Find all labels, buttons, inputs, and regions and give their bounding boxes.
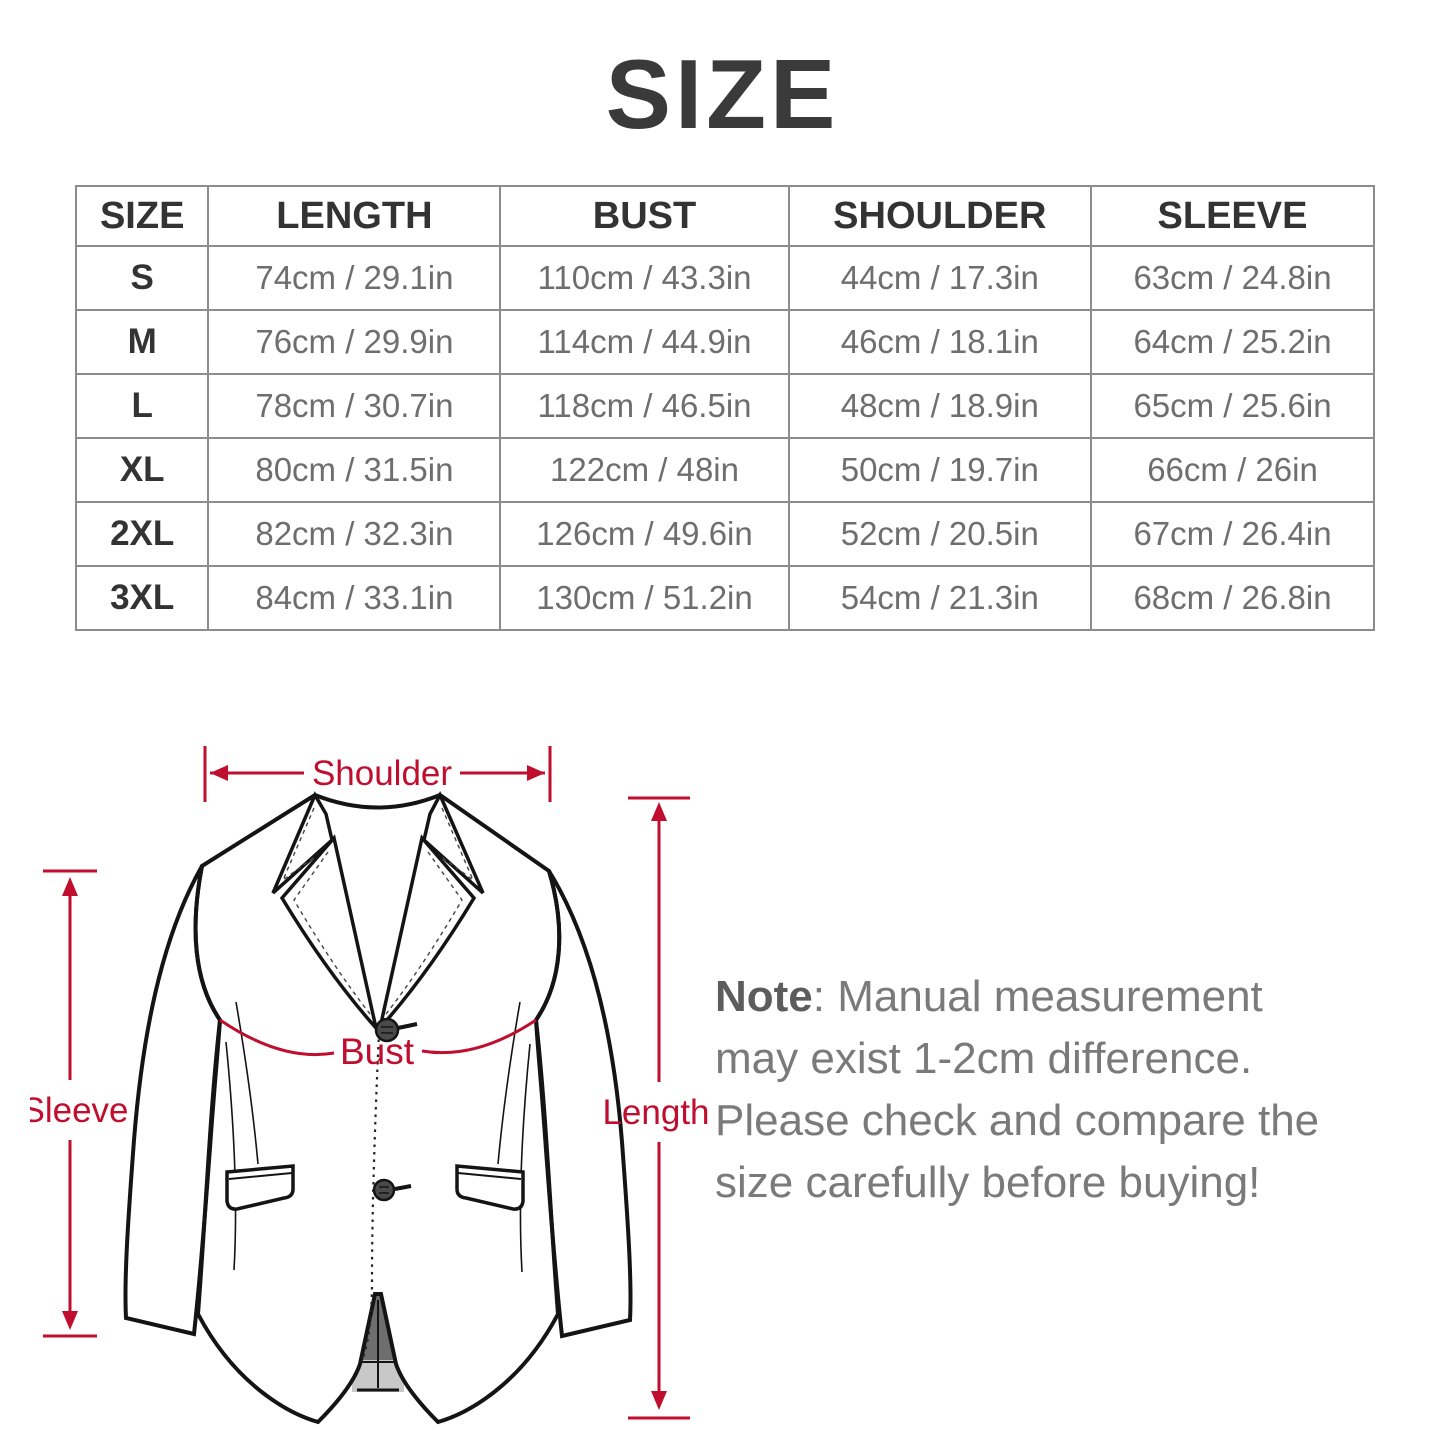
cell-sleeve: 63cm / 24.8in [1090, 245, 1375, 311]
cell-bust: 118cm / 46.5in [499, 373, 790, 439]
cell-length: 76cm / 29.9in [207, 309, 502, 375]
col-header-sleeve: SLEEVE [1090, 185, 1375, 247]
lapels [279, 834, 477, 1035]
shoulder-label: Shoulder [312, 754, 452, 793]
top-button [374, 1017, 418, 1043]
left-sleeve [123, 865, 223, 1337]
col-header-bust: BUST [499, 185, 790, 247]
left-lapel [279, 834, 380, 1035]
cell-length: 84cm / 33.1in [207, 565, 502, 631]
cell-length: 74cm / 29.1in [207, 245, 502, 311]
sleeve-crease-lines [225, 1041, 531, 1273]
cell-sleeve: 66cm / 26in [1090, 437, 1375, 503]
cell-bust: 114cm / 44.9in [499, 309, 790, 375]
dart-lines [235, 1001, 521, 1165]
shoulder-arrow [203, 746, 552, 802]
size-table: SIZE LENGTH BUST SHOULDER SLEEVE S 74cm … [74, 185, 1375, 631]
page-title: SIZE [605, 39, 840, 149]
note-text: Note: Manual measurement may exist 1-2cm… [715, 966, 1347, 1214]
col-header-shoulder: SHOULDER [787, 185, 1093, 247]
cell-shoulder: 54cm / 21.3in [787, 565, 1093, 631]
table-row: 2XL 82cm / 32.3in 126cm / 49.6in 52cm / … [74, 501, 1375, 567]
cell-shoulder: 50cm / 19.7in [787, 437, 1093, 503]
note-body: : Manual measurement may exist 1-2cm dif… [715, 972, 1320, 1207]
sleeve-arrow [43, 869, 97, 1338]
cell-length: 82cm / 32.3in [207, 501, 502, 567]
left-pocket-flap [225, 1164, 295, 1211]
table-row: 3XL 84cm / 33.1in 130cm / 51.2in 54cm / … [74, 565, 1375, 631]
right-pocket-flap [455, 1164, 525, 1211]
cell-shoulder: 52cm / 20.5in [787, 501, 1093, 567]
sleeve-label: Sleeve [30, 1091, 129, 1130]
cell-length: 78cm / 30.7in [207, 373, 502, 439]
cell-size: L [74, 373, 210, 439]
cell-sleeve: 68cm / 26.8in [1090, 565, 1375, 631]
table-row: XL 80cm / 31.5in 122cm / 48in 50cm / 19.… [74, 437, 1375, 503]
cell-bust: 126cm / 49.6in [499, 501, 790, 567]
length-label: Length [602, 1093, 709, 1132]
cell-sleeve: 64cm / 25.2in [1090, 309, 1375, 375]
cell-size: M [74, 309, 210, 375]
cell-size: S [74, 245, 210, 311]
table-header-row: SIZE LENGTH BUST SHOULDER SLEEVE [74, 185, 1375, 247]
cell-size: 3XL [74, 565, 210, 631]
cell-shoulder: 44cm / 17.3in [787, 245, 1093, 311]
cell-bust: 110cm / 43.3in [499, 245, 790, 311]
table-row: S 74cm / 29.1in 110cm / 43.3in 44cm / 17… [74, 245, 1375, 311]
cell-bust: 122cm / 48in [499, 437, 790, 503]
hem-gap-seams [357, 1296, 399, 1392]
cell-size: 2XL [74, 501, 210, 567]
col-header-length: LENGTH [207, 185, 502, 247]
right-sleeve [533, 869, 633, 1339]
cell-shoulder: 46cm / 18.1in [787, 309, 1093, 375]
col-header-size: SIZE [74, 185, 210, 247]
table-row: M 76cm / 29.9in 114cm / 44.9in 46cm / 18… [74, 309, 1375, 375]
cell-sleeve: 67cm / 26.4in [1090, 501, 1375, 567]
table-row: L 78cm / 30.7in 118cm / 46.5in 48cm / 18… [74, 373, 1375, 439]
bottom-button [372, 1178, 412, 1202]
jacket-measurement-diagram: Shoulder Sleeve Length Bust [30, 746, 710, 1425]
cell-shoulder: 48cm / 18.9in [787, 373, 1093, 439]
cell-bust: 130cm / 51.2in [499, 565, 790, 631]
cell-sleeve: 65cm / 25.6in [1090, 373, 1375, 439]
bust-arc [219, 1018, 537, 1057]
cell-length: 80cm / 31.5in [207, 437, 502, 503]
note-label: Note [715, 972, 813, 1021]
cell-size: XL [74, 437, 210, 503]
length-arrow [628, 796, 690, 1420]
bust-label: Bust [340, 1031, 415, 1072]
